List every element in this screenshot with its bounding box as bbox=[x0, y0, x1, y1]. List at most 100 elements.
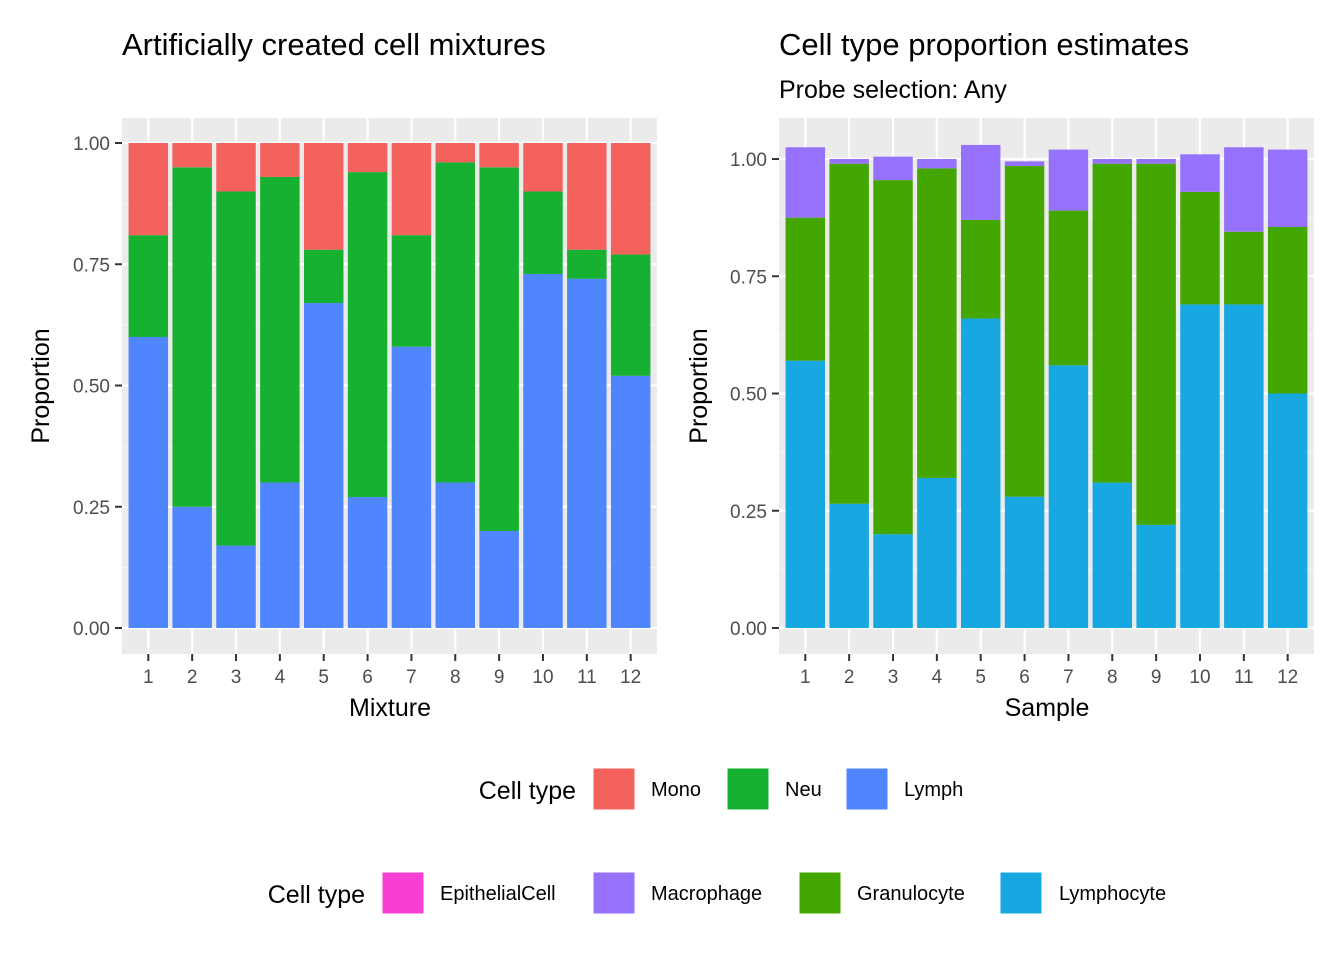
legend-key-lymph bbox=[845, 767, 889, 811]
x-tick-label: 9 bbox=[1151, 667, 1162, 688]
x-tick-label: 5 bbox=[975, 667, 986, 688]
legend-items: Mono Neu Lymph bbox=[592, 767, 963, 811]
bar-segment-neu bbox=[391, 235, 432, 347]
bar-segment-neu bbox=[260, 176, 300, 483]
x-tick-label: 8 bbox=[450, 667, 461, 688]
bar-segment-mono bbox=[391, 143, 432, 236]
x-tick-label: 6 bbox=[362, 667, 373, 688]
bar-segment-granulocyte bbox=[829, 163, 869, 504]
bar-segment-granulocyte bbox=[1092, 163, 1133, 483]
x-axis-ticks: 1 2 3 4 5 6 7 8 9 10 11 12 bbox=[800, 654, 1298, 688]
bar-segment-mono bbox=[128, 143, 169, 236]
bar-segment-granulocyte bbox=[785, 217, 826, 361]
bar-segment-macrophage bbox=[1004, 161, 1045, 167]
bar-segment-lymph bbox=[303, 303, 344, 628]
bar-segment-granulocyte bbox=[1136, 163, 1176, 525]
y-tick-label: 0.50 bbox=[73, 377, 110, 398]
y-tick-label: 0.00 bbox=[73, 619, 110, 640]
bar-segment-neu bbox=[435, 162, 476, 483]
bar-segment-lymph bbox=[260, 482, 300, 628]
bar-segment-macrophage bbox=[873, 156, 913, 181]
x-tick-label: 6 bbox=[1019, 667, 1030, 688]
bar-segment-neu bbox=[479, 167, 519, 531]
x-tick-label: 10 bbox=[532, 667, 553, 688]
legend-label: Lymph bbox=[904, 779, 963, 801]
y-axis-ticks: 0.00 0.25 0.50 0.75 1.00 bbox=[73, 134, 122, 640]
x-tick-label: 12 bbox=[620, 667, 641, 688]
x-tick-label: 9 bbox=[494, 667, 505, 688]
bar-segment-mono bbox=[260, 143, 300, 177]
x-axis-ticks: 1 2 3 4 5 6 7 8 9 10 11 12 bbox=[143, 654, 641, 688]
legend-label: Macrophage bbox=[651, 883, 762, 905]
bar-segment-granulocyte bbox=[1180, 191, 1220, 305]
panel-cell-mixtures: Artificially created cell mixtures 0.00 0… bbox=[27, 27, 657, 722]
bar-segment-neu bbox=[567, 249, 607, 279]
bar-segment-lymph bbox=[610, 375, 651, 628]
x-tick-label: 1 bbox=[800, 667, 811, 688]
bar-segment-macrophage bbox=[829, 159, 869, 164]
chart-subtitle: Probe selection: Any bbox=[779, 76, 1007, 104]
bar-segment-neu bbox=[172, 167, 212, 507]
bar-segment-granulocyte bbox=[1048, 210, 1089, 366]
legend-key-lymphocyte bbox=[999, 871, 1043, 915]
bar-segment-granulocyte bbox=[917, 168, 957, 478]
bar-segment-lymphocyte bbox=[829, 503, 869, 628]
y-tick-label: 1.00 bbox=[73, 134, 110, 155]
bar-segment-mono bbox=[479, 143, 519, 168]
x-tick-label: 4 bbox=[275, 667, 286, 688]
x-tick-label: 1 bbox=[143, 667, 154, 688]
bar-segment-granulocyte bbox=[960, 219, 1001, 319]
panel-proportion-estimates: Cell type proportion estimates Probe sel… bbox=[685, 27, 1314, 722]
bar-segment-lymphocyte bbox=[1180, 304, 1220, 628]
bar-segment-lymph bbox=[172, 506, 212, 628]
x-tick-label: 11 bbox=[1234, 667, 1254, 688]
bar-segment-granulocyte bbox=[1004, 166, 1045, 497]
bar-segment-lymphocyte bbox=[1048, 365, 1089, 628]
legend-key-epithelialcell bbox=[381, 871, 425, 915]
legend-label: Mono bbox=[651, 779, 701, 801]
bar-segment-neu bbox=[128, 235, 169, 337]
bar-segment-mono bbox=[216, 143, 256, 192]
bar-segment-lymph bbox=[391, 346, 432, 628]
bar-segment-neu bbox=[523, 191, 563, 274]
bar-segment-lymphocyte bbox=[873, 534, 913, 628]
legend-key-macrophage bbox=[592, 871, 636, 915]
bar-segment-neu bbox=[347, 172, 388, 498]
legend-label: Granulocyte bbox=[857, 883, 965, 905]
bar-segment-macrophage bbox=[1048, 149, 1089, 211]
legend-title: Cell type bbox=[268, 881, 365, 909]
bar-segment-lymphocyte bbox=[960, 318, 1001, 628]
bar-segment-macrophage bbox=[785, 147, 826, 218]
bar-segment-neu bbox=[303, 249, 344, 304]
y-tick-label: 0.25 bbox=[730, 502, 767, 523]
x-tick-label: 7 bbox=[406, 667, 417, 688]
x-tick-label: 3 bbox=[888, 667, 899, 688]
y-axis-ticks: 0.00 0.25 0.50 0.75 1.00 bbox=[730, 150, 779, 640]
x-axis-label: Mixture bbox=[349, 694, 431, 722]
x-tick-label: 2 bbox=[187, 667, 198, 688]
bar-segment-lymph bbox=[128, 337, 169, 628]
y-tick-label: 0.25 bbox=[73, 498, 110, 519]
bar-segment-macrophage bbox=[917, 159, 957, 169]
legend-title: Cell type bbox=[479, 777, 576, 805]
bar-segment-lymph bbox=[479, 531, 519, 628]
y-axis-label: Proportion bbox=[685, 328, 713, 443]
legend-label: EpithelialCell bbox=[440, 883, 556, 905]
legend-key-granulocyte bbox=[798, 871, 842, 915]
bar-segment-lymphocyte bbox=[1224, 304, 1264, 628]
x-tick-label: 4 bbox=[932, 667, 943, 688]
chart-title: Artificially created cell mixtures bbox=[122, 27, 546, 62]
bar-segment-macrophage bbox=[1092, 159, 1133, 164]
bar-segment-lymph bbox=[567, 278, 607, 628]
bar-segment-lymph bbox=[435, 482, 476, 628]
legend-mixture: Cell type Mono Neu Lymph bbox=[479, 767, 963, 811]
bar-segment-lymph bbox=[523, 273, 563, 628]
x-tick-label: 10 bbox=[1189, 667, 1210, 688]
y-axis-label: Proportion bbox=[27, 328, 55, 443]
bar-segment-lymphocyte bbox=[1267, 393, 1308, 628]
x-tick-label: 8 bbox=[1107, 667, 1118, 688]
y-tick-label: 0.50 bbox=[730, 385, 767, 406]
chart-title: Cell type proportion estimates bbox=[779, 27, 1189, 62]
legend-key-mono bbox=[592, 767, 636, 811]
bar-segment-lymphocyte bbox=[1092, 482, 1133, 628]
